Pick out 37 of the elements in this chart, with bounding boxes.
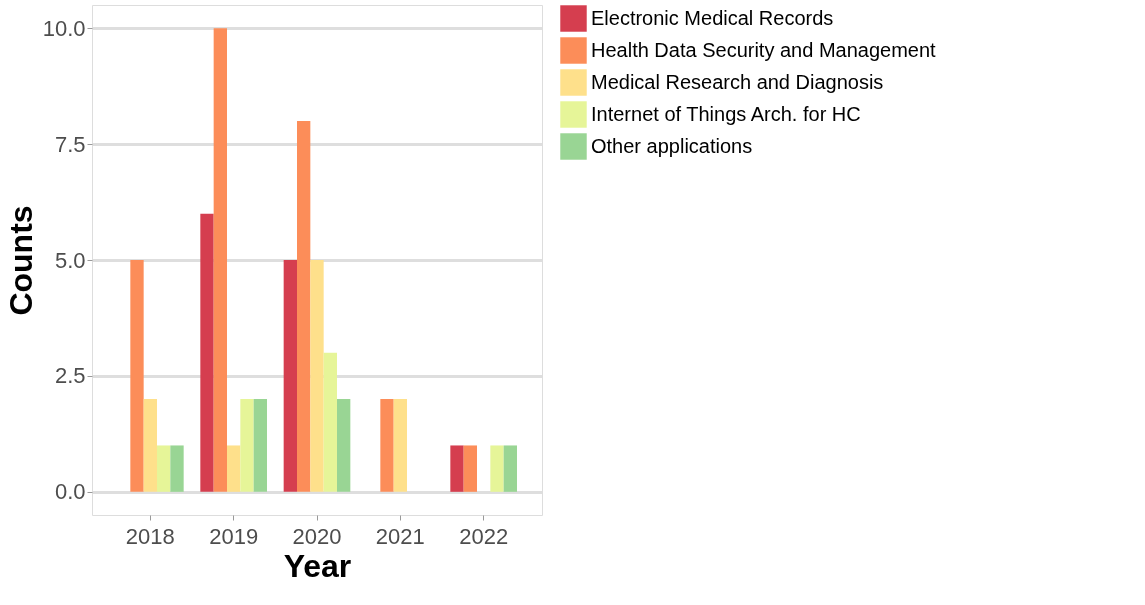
x-axis-title: Year (283, 547, 352, 584)
x-tick-label: 2022 (459, 523, 509, 549)
y-tick-label: 7.5 (54, 131, 86, 157)
x-tick-label: 2019 (209, 523, 259, 549)
legend-label: Other applications (591, 134, 753, 157)
bar (200, 213, 214, 492)
bar (170, 445, 184, 492)
bar (297, 120, 311, 492)
bar (323, 352, 337, 492)
bar (227, 445, 241, 492)
bar (503, 445, 517, 492)
x-tick-label: 2020 (292, 523, 342, 549)
bar (130, 260, 144, 492)
bar (337, 399, 351, 492)
y-tick-label: 10.0 (42, 15, 86, 41)
legend-label: Electronic Medical Records (591, 6, 834, 29)
bar (463, 445, 477, 492)
bar (240, 399, 254, 492)
y-tick-label: 5.0 (54, 247, 86, 273)
y-tick-label: 0.0 (54, 479, 86, 505)
bar (213, 28, 227, 492)
legend-label: Medical Research and Diagnosis (591, 70, 884, 93)
bar (253, 399, 267, 492)
bar (143, 399, 157, 492)
bar (157, 445, 171, 492)
y-tick-label: 2.5 (54, 363, 86, 389)
x-tick-label: 2021 (375, 523, 425, 549)
bar (380, 399, 394, 492)
bar (310, 260, 324, 492)
legend-label: Internet of Things Arch. for HC (591, 102, 861, 125)
bar (393, 399, 407, 492)
bar (490, 445, 504, 492)
bar (450, 445, 464, 492)
x-tick-label: 2018 (125, 523, 175, 549)
y-axis-title: Counts (2, 205, 39, 316)
bar (283, 260, 297, 492)
legend-label: Health Data Security and Management (591, 38, 937, 61)
